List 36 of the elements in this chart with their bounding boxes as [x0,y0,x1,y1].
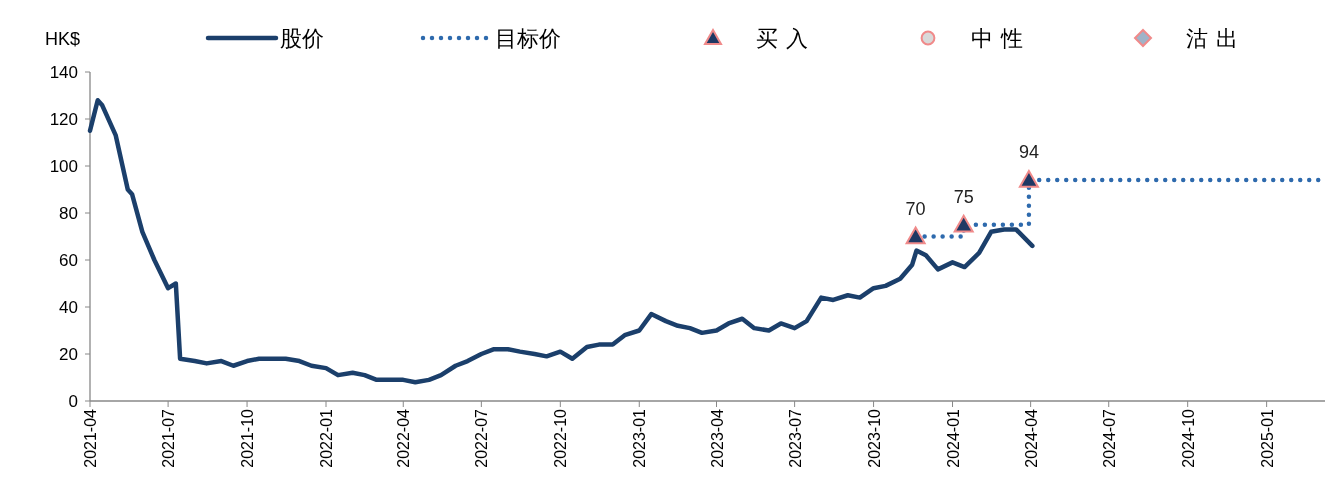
x-tick-label: 2022-10 [552,408,570,468]
x-tick-label: 2022-01 [318,408,336,468]
x-tick-label: 2023-07 [786,408,804,468]
y-tick-label: 0 [68,392,78,411]
data-label: 75 [953,186,974,207]
x-tick-label: 2023-01 [631,408,649,468]
y-tick-label: 20 [59,345,78,364]
point [905,226,926,245]
x-tick-label: 2024-07 [1100,408,1118,468]
x-tick-label: 2021-10 [239,408,257,468]
y-tick-label: 60 [59,251,78,270]
x-tick-label: 2024-04 [1022,408,1040,468]
y-tick-label: 40 [59,298,78,317]
y-tick-label: 140 [49,63,78,82]
data-label: 94 [1018,142,1039,163]
legend-label: 沽出 [1186,26,1246,51]
y-tick-label: 100 [49,157,78,176]
point [953,214,974,233]
legend-label: 目标价 [495,26,561,51]
x-tick-label: 2024-01 [944,408,962,468]
x-tick-label: 2021-04 [82,408,99,468]
legend-label: 股价 [280,26,324,51]
legend-label: 中性 [971,26,1031,51]
data-label: 70 [905,198,926,219]
x-tick-label: 2021-07 [160,408,178,468]
x-tick-label: 2022-07 [473,408,491,468]
y-axis-title: HK$ [45,29,81,49]
x-tick-label: 2025-01 [1258,408,1276,468]
x-tick-label: 2022-04 [395,408,413,468]
x-tick-label: 2023-04 [708,408,726,468]
x-tick-label: 2023-10 [865,408,883,468]
y-tick-label: 80 [59,204,78,223]
legend-label: 买入 [756,26,816,51]
point [1018,170,1039,188]
y-tick-label: 120 [49,110,78,129]
x-tick-label: 2024-10 [1179,408,1197,468]
